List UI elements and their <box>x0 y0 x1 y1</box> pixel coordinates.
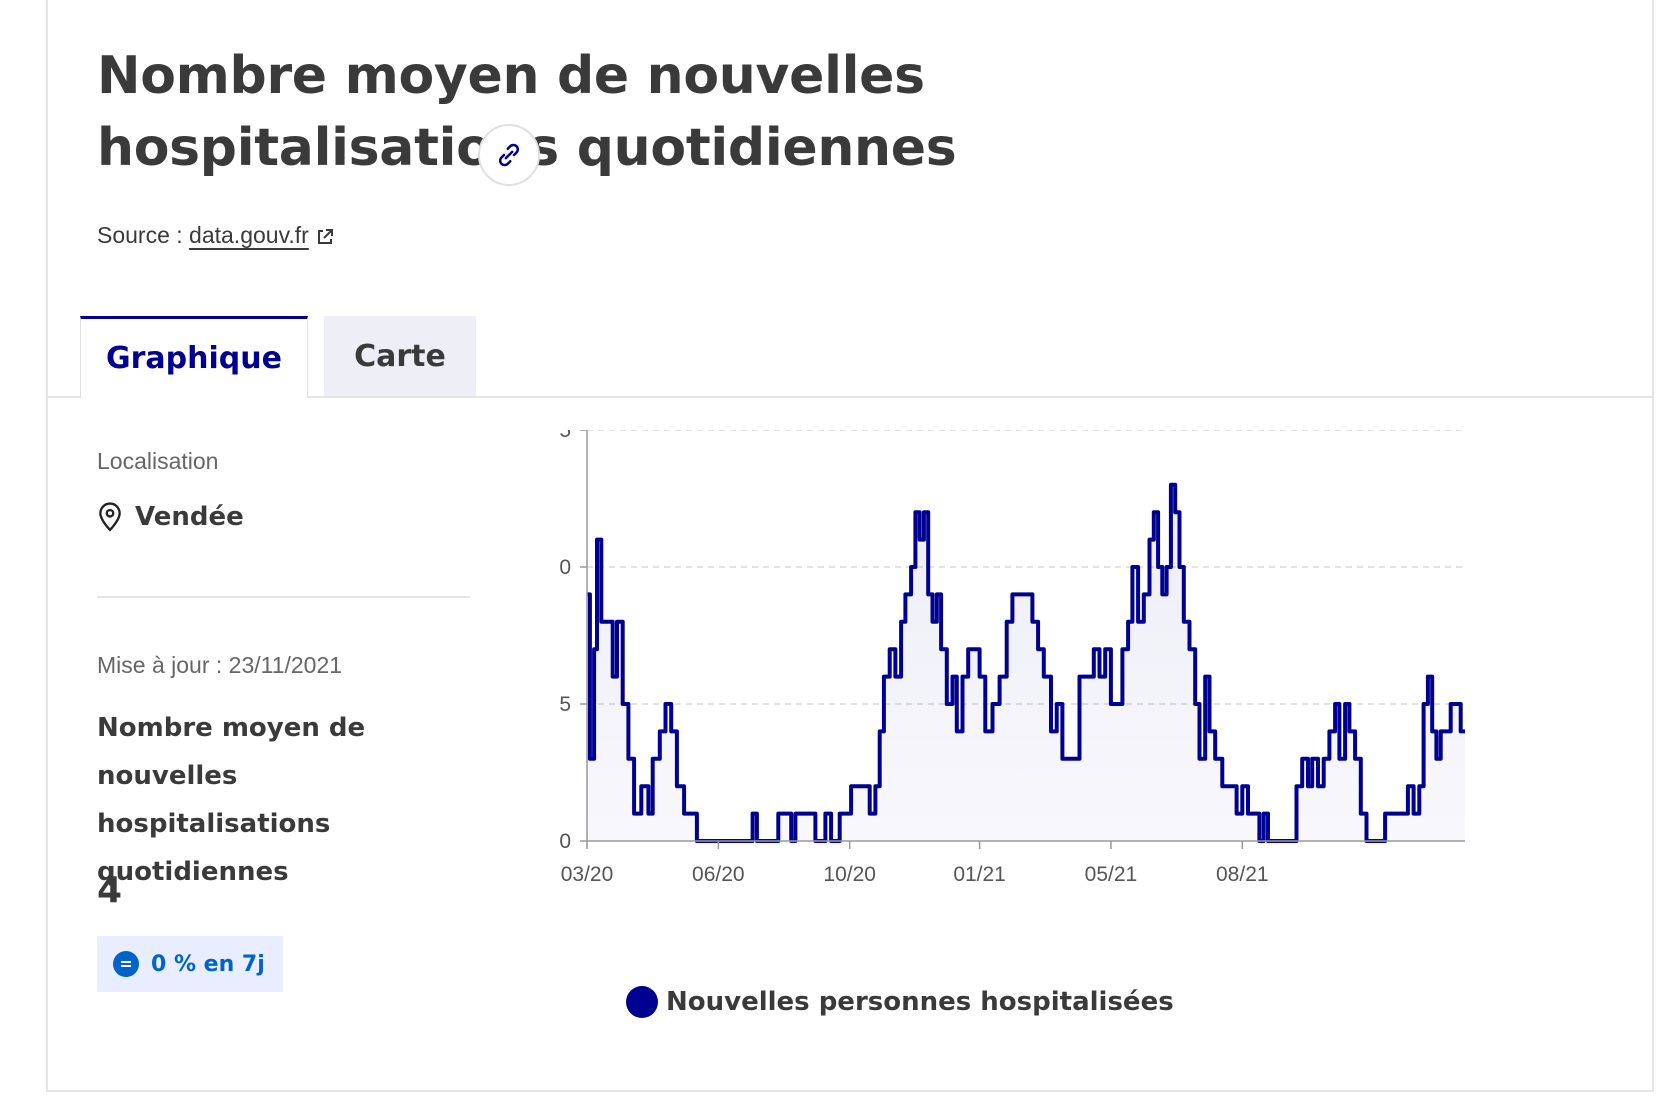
sidebar-divider <box>97 596 470 598</box>
source-label: Source : <box>97 222 183 248</box>
page-title: Nombre moyen de nouvelles hospitalisatio… <box>97 46 957 178</box>
equal-icon <box>113 951 139 977</box>
map-pin-icon <box>99 502 121 532</box>
tab-carte[interactable]: Carte <box>324 316 476 396</box>
x-tick-label: 06/20 <box>692 863 745 886</box>
x-tick-label: 03/20 <box>561 863 614 886</box>
legend-marker <box>626 986 658 1018</box>
chart-legend[interactable]: Nouvelles personnes hospitalisées <box>626 986 1174 1018</box>
kpi-title: Nombre moyen de nouvelles hospitalisatio… <box>97 713 366 887</box>
external-link-icon <box>317 228 333 244</box>
legend-label: Nouvelles personnes hospitalisées <box>666 987 1174 1017</box>
location-selector[interactable]: Vendée <box>97 502 244 532</box>
kpi-value: 4 <box>97 870 123 911</box>
y-tick-label: 15 <box>560 430 571 442</box>
trend-badge: 0 % en 7j <box>97 936 283 992</box>
y-tick-label: 10 <box>560 556 571 579</box>
series-line <box>587 482 1465 843</box>
hospitalisations-chart: 0 5 10 15 03/20 06/20 10/20 01/21 05/21 08/21 <box>560 430 1465 886</box>
source-line: Source : data.gouv.fr <box>97 222 335 249</box>
location-label: Localisation <box>97 448 219 474</box>
location-value: Vendée <box>135 502 244 532</box>
tab-graphique[interactable]: Graphique <box>80 316 308 398</box>
x-tick-label: 10/20 <box>823 863 876 886</box>
x-tick-label: 08/21 <box>1216 863 1269 886</box>
copy-link-button[interactable] <box>478 124 540 186</box>
card-container <box>46 0 1654 1092</box>
x-tick-label: 01/21 <box>953 863 1006 886</box>
trend-badge-text: 0 % en 7j <box>151 951 265 977</box>
series-area <box>587 484 1465 841</box>
update-date: Mise à jour : 23/11/2021 <box>97 652 343 678</box>
y-tick-label: 5 <box>560 693 571 716</box>
y-tick-label: 0 <box>560 830 571 853</box>
source-link-text: data.gouv.fr <box>189 222 309 248</box>
link-icon <box>498 143 520 167</box>
x-tick-label: 05/21 <box>1085 863 1138 886</box>
tabs-divider <box>46 396 1654 398</box>
source-link[interactable]: data.gouv.fr <box>189 222 335 248</box>
